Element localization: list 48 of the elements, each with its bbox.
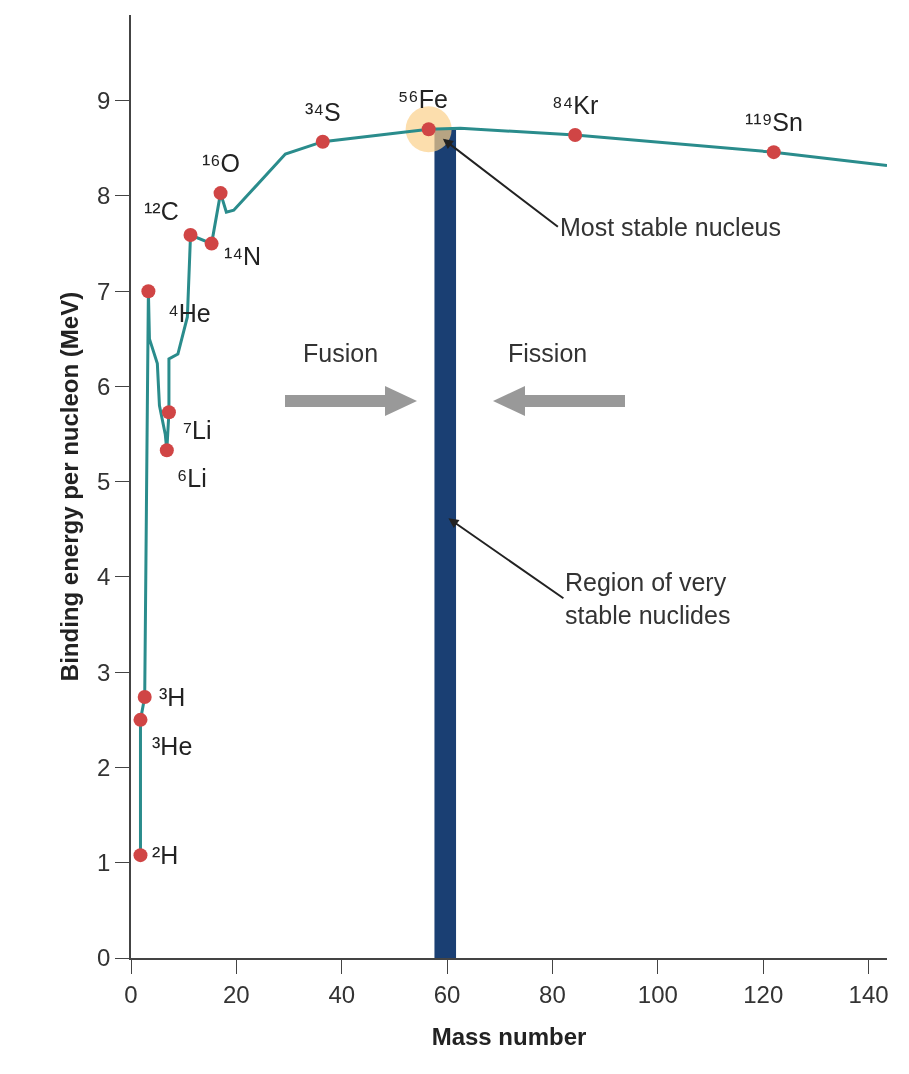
point (568, 128, 583, 143)
x-tick-label: 60 (433, 980, 461, 1008)
point (315, 134, 330, 149)
annotation: ²H (152, 841, 179, 869)
y-axis-title: Binding energy per nucleon (MeV) (55, 291, 83, 682)
point (137, 690, 152, 704)
y-tick-label: 0 (97, 944, 111, 972)
x-tick-label: 100 (637, 980, 678, 1008)
y-tick-label: 1 (97, 849, 111, 877)
annotation: ¹⁶O (202, 149, 241, 177)
x-tick-label: 20 (223, 980, 250, 1008)
point (133, 712, 148, 727)
point (183, 228, 198, 243)
annotation: Fusion (303, 339, 379, 367)
y-tick-label: 3 (97, 658, 111, 686)
annotation: ⁸⁴Kr (552, 91, 599, 119)
annotation: ³⁴S (305, 98, 341, 126)
x-tick-label: 140 (848, 980, 889, 1008)
y-tick-label: 5 (97, 468, 111, 496)
y-tick-label: 8 (97, 182, 111, 210)
point (159, 443, 174, 458)
annotation: ³He (152, 732, 193, 760)
annotation: ¹⁴N (224, 242, 262, 270)
annotation: ³H (159, 683, 186, 711)
x-tick-label: 0 (124, 980, 138, 1008)
point (766, 145, 781, 160)
point (133, 848, 148, 863)
annotation: ⁵⁶Fe (398, 85, 448, 113)
annotation: ⁷Li (183, 416, 212, 444)
y-tick-label: 4 (97, 563, 111, 591)
point (161, 405, 176, 420)
point (141, 284, 156, 299)
x-axis-title: Mass number (431, 1023, 587, 1051)
y-tick-label: 6 (97, 372, 111, 400)
x-tick-label: 120 (743, 980, 784, 1008)
point (213, 186, 228, 201)
y-tick-label: 7 (97, 277, 111, 305)
x-tick-label: 40 (328, 980, 356, 1008)
annotation: ¹²C (144, 197, 179, 225)
y-tick-label: 9 (97, 87, 111, 115)
point (204, 236, 219, 251)
annotation: ¹¹⁹Sn (745, 108, 803, 136)
annotation: Fission (508, 339, 588, 367)
band-label: Region of very stable nuclides (565, 568, 731, 629)
y-tick-label: 2 (97, 753, 111, 781)
annotation: Most stable nucleus (560, 213, 781, 241)
annotation: ⁶Li (177, 464, 207, 492)
x-tick-label: 80 (539, 980, 566, 1008)
